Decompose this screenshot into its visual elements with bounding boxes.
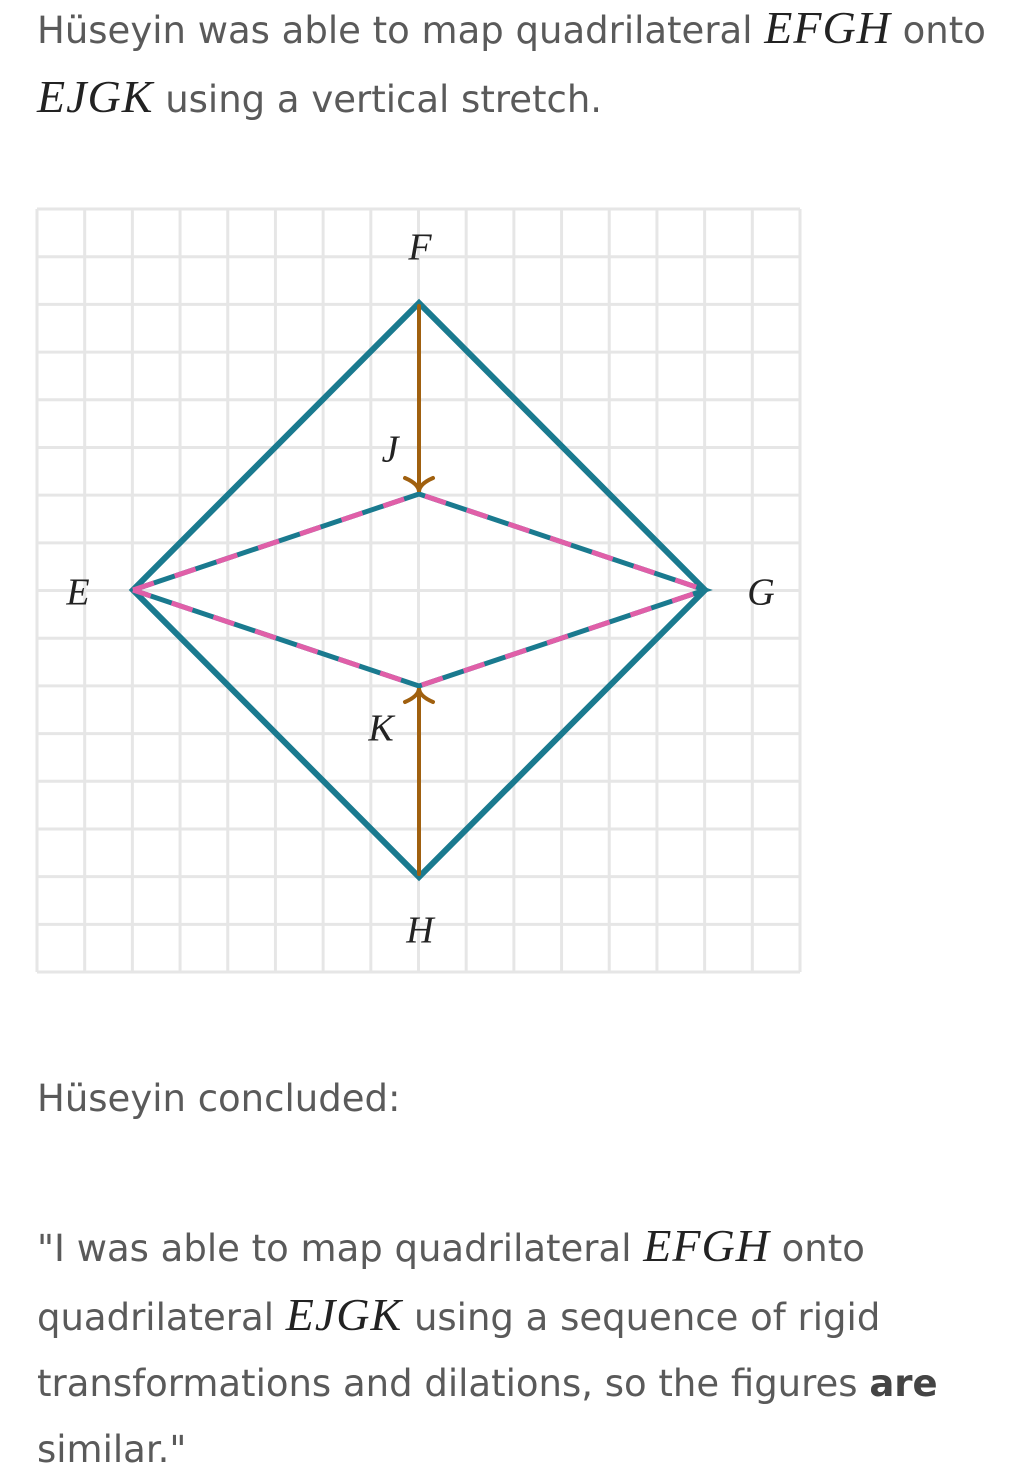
- quadrilateral-ejgk: [132, 491, 713, 689]
- text: Hüseyin was able to map quadrilateral: [37, 9, 753, 52]
- math: EJGK: [285, 1289, 403, 1340]
- math: EFGH: [764, 2, 891, 53]
- arrowhead: [403, 687, 435, 704]
- text: using a vertical stretch.: [165, 78, 603, 121]
- stretch-arrows: [403, 304, 435, 876]
- text: onto quadrilateral: [37, 1227, 865, 1339]
- math: EJGK: [37, 71, 154, 122]
- arrowhead: [403, 476, 435, 493]
- point-label: K: [367, 708, 395, 750]
- point-label: H: [405, 910, 436, 952]
- text: using a sequence of rigid transformation…: [37, 1296, 881, 1405]
- point-label: G: [747, 572, 774, 614]
- quote: "I was able to map quadrilateral EFGH on…: [37, 1213, 1007, 1483]
- text: "I was able to map quadrilateral: [37, 1227, 632, 1270]
- figures: [128, 298, 713, 882]
- emphasis: are: [869, 1362, 938, 1405]
- conclusion-intro: Hüseyin concluded:: [37, 1077, 401, 1120]
- text: similar.": [37, 1428, 187, 1471]
- point-label: J: [382, 429, 401, 471]
- text: onto: [902, 9, 986, 52]
- diagram: F J E G K H: [35, 207, 802, 974]
- math: EFGH: [643, 1220, 770, 1271]
- intro-text: Hüseyin was able to map quadrilateral EF…: [37, 0, 1007, 133]
- point-label: F: [407, 227, 432, 269]
- point-label: E: [65, 572, 89, 614]
